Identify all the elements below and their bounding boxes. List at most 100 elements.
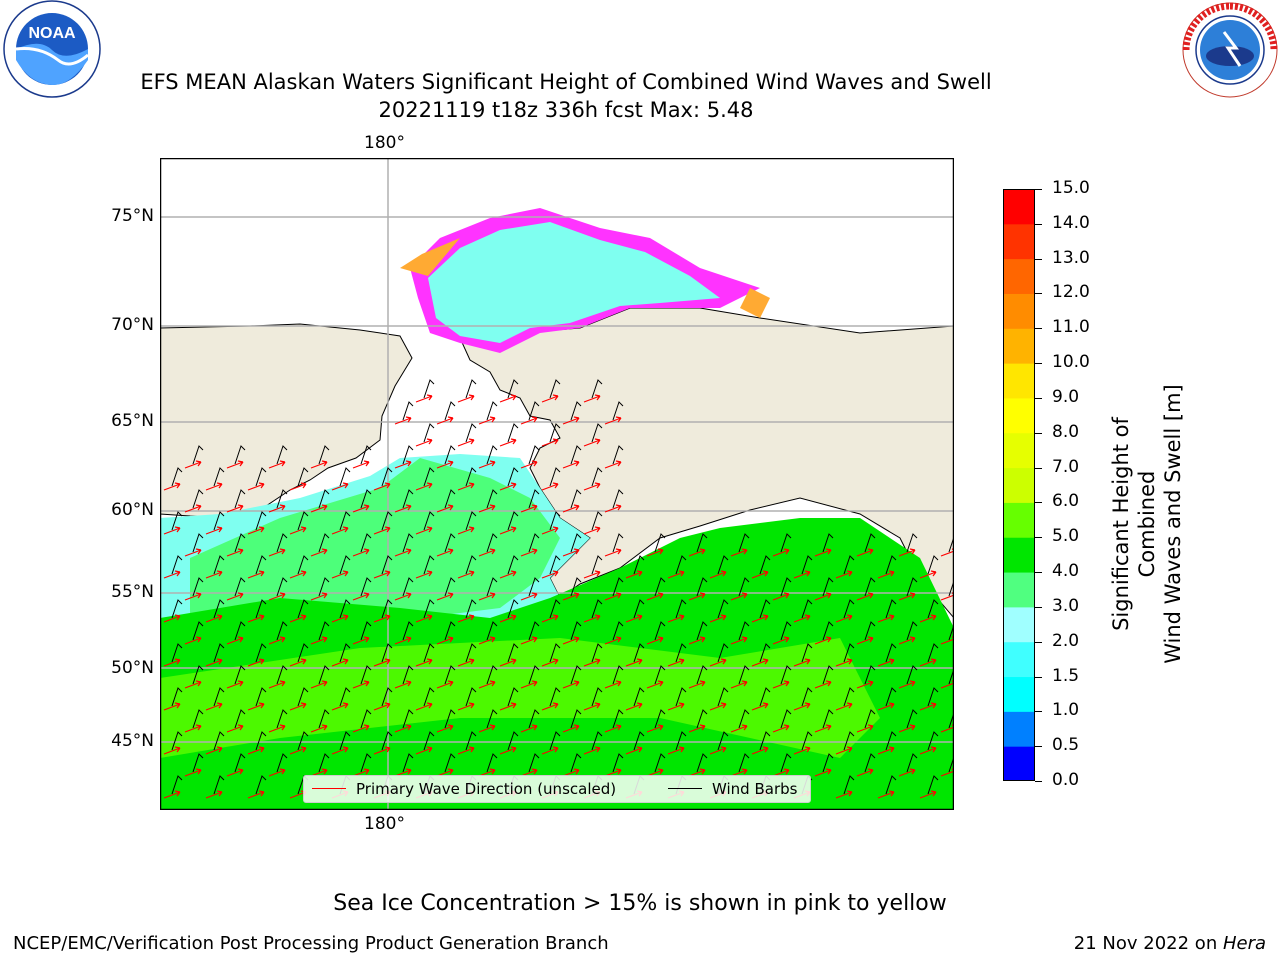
- wind-barb: [927, 599, 939, 619]
- wind-barb: [528, 621, 540, 641]
- wind-barb: [444, 401, 456, 421]
- wind-barb: [654, 753, 666, 773]
- wind-barb: [465, 511, 477, 531]
- wind-barb: [444, 709, 456, 729]
- wave-direction-arrow: [436, 416, 454, 425]
- wave-direction-arrow: [520, 724, 538, 733]
- wave-direction-arrow: [184, 592, 202, 601]
- noaa-logo: NOAA: [3, 0, 101, 98]
- colorbar-segment: [1003, 537, 1035, 573]
- wind-barb: [507, 511, 519, 531]
- wave-direction-arrow: [457, 702, 475, 711]
- wind-barb: [402, 445, 414, 465]
- wave-direction-arrow: [541, 746, 559, 755]
- wind-barb: [276, 533, 288, 553]
- wind-barb: [780, 709, 792, 729]
- wave-direction-arrow: [310, 460, 328, 469]
- wave-direction-arrow: [688, 592, 706, 601]
- wind-barb: [423, 555, 435, 575]
- colorbar-segment: [1003, 328, 1035, 364]
- wind-barb: [549, 687, 561, 707]
- wave-direction-arrow: [184, 636, 202, 645]
- wind-barb: [843, 599, 855, 619]
- colorbar-tick-mark: [1035, 223, 1042, 225]
- wave-direction-arrow: [289, 526, 307, 535]
- wave-direction-arrow: [562, 724, 580, 733]
- wave-direction-arrow: [730, 592, 748, 601]
- wind-barb: [675, 555, 687, 575]
- wind-barb: [612, 401, 624, 421]
- wave-direction-arrow: [604, 548, 622, 557]
- wind-barb: [528, 489, 540, 509]
- wind-barb: [318, 709, 330, 729]
- wave-direction-arrow: [352, 592, 370, 601]
- wave-direction-arrow: [646, 548, 664, 557]
- wave-direction-arrow: [562, 680, 580, 689]
- wind-barb: [402, 621, 414, 641]
- wind-barb: [423, 687, 435, 707]
- wind-barb: [948, 667, 954, 685]
- wave-direction-arrow: [436, 504, 454, 513]
- wind-barb: [297, 555, 309, 575]
- wave-direction-arrow: [772, 680, 790, 689]
- chart-title: EFS MEAN Alaskan Waters Significant Heig…: [0, 68, 1132, 124]
- wave-direction-arrow: [457, 570, 475, 579]
- wave-direction-arrow: [331, 482, 349, 491]
- wave-direction-arrow: [436, 592, 454, 601]
- wind-barb: [528, 577, 540, 597]
- wind-barb: [171, 555, 183, 575]
- colorbar-tick-mark: [1035, 363, 1042, 365]
- wind-barb: [843, 555, 855, 575]
- wind-barb: [360, 489, 372, 509]
- wave-direction-arrow: [205, 658, 223, 667]
- wave-direction-arrow: [352, 680, 370, 689]
- wave-direction-arrow: [814, 680, 832, 689]
- wave-direction-arrow: [541, 482, 559, 491]
- wind-barb: [675, 687, 687, 707]
- wind-barb: [297, 467, 309, 487]
- wind-barb: [276, 709, 288, 729]
- wind-barb: [738, 709, 750, 729]
- wave-direction-arrow: [814, 724, 832, 733]
- colorbar-tick-label: 2.0: [1052, 630, 1080, 651]
- chart-title-line1: EFS MEAN Alaskan Waters Significant Heig…: [140, 70, 992, 94]
- wave-direction-arrow: [247, 570, 265, 579]
- wind-barb: [612, 665, 624, 685]
- wave-direction-arrow: [919, 570, 937, 579]
- wave-direction-arrow: [394, 680, 412, 689]
- wave-direction-arrow: [604, 680, 622, 689]
- colorbar-tick-mark: [1035, 676, 1042, 678]
- wave-direction-arrow: [667, 702, 685, 711]
- wind-barb: [570, 445, 582, 465]
- wind-barb: [507, 467, 519, 487]
- wind-barb: [486, 753, 498, 773]
- wind-barb: [234, 489, 246, 509]
- wave-direction-arrow: [709, 570, 727, 579]
- wind-barb: [759, 687, 771, 707]
- wave-direction-arrow: [877, 570, 895, 579]
- wind-barb: [486, 401, 498, 421]
- footer-left: NCEP/EMC/Verification Post Processing Pr…: [13, 933, 609, 954]
- wave-direction-arrow: [520, 592, 538, 601]
- colorbar-tick-mark: [1035, 397, 1042, 399]
- colorbar-segment: [1003, 293, 1035, 329]
- wind-barb: [444, 445, 456, 465]
- wave-direction-arrow: [247, 702, 265, 711]
- wave-direction-arrow: [709, 614, 727, 623]
- wind-barb: [171, 775, 183, 795]
- colorbar-segment: [1003, 641, 1035, 678]
- wind-barb: [465, 379, 477, 399]
- wave-direction-arrow: [499, 394, 517, 403]
- wind-barb: [843, 775, 855, 795]
- wind-barb: [444, 489, 456, 509]
- wave-direction-arrow: [520, 548, 538, 557]
- wave-direction-arrow: [373, 570, 391, 579]
- wind-barb: [192, 621, 204, 641]
- wave-direction-arrow: [268, 548, 286, 557]
- wave-direction-arrow: [919, 614, 937, 623]
- wind-barb: [255, 687, 267, 707]
- wave-direction-arrow: [352, 636, 370, 645]
- wave-direction-arrow: [877, 702, 895, 711]
- wave-direction-arrow: [499, 526, 517, 535]
- wind-barb: [423, 599, 435, 619]
